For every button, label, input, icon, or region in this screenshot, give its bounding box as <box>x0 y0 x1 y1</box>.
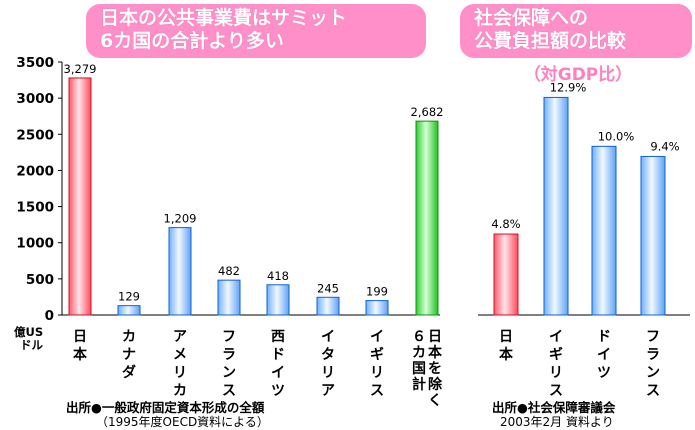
left-category-label-char: イ <box>321 329 335 345</box>
left-y-tick-label: 3000 <box>16 91 54 107</box>
left-bar-value-label: 3,279 <box>64 62 97 76</box>
left-category-label-char: イ <box>370 329 384 345</box>
left-bar-value-label: 1,209 <box>164 212 197 226</box>
right-chart-subtitle: （対GDP比） <box>523 65 633 85</box>
left-category-label-char: ナ <box>122 347 136 363</box>
left-category-label-char: ツ <box>271 383 285 399</box>
right-chart-title-banner: 社会保障への 公費負担額の比較 <box>460 4 692 58</box>
left-bar <box>168 227 192 316</box>
left-category-label-char: ア <box>321 383 335 399</box>
left-bar <box>68 77 92 316</box>
right-source-sub: 2003年2月 資料より <box>500 415 614 429</box>
left-category-label-char: 日 <box>73 329 87 345</box>
left-category-label-char: ス <box>222 383 236 399</box>
left-bar <box>217 279 241 316</box>
right-bar-value-label: 12.9% <box>550 80 587 94</box>
right-source-label: 出所●社会保障審議会 <box>492 400 616 415</box>
left-category-label-char: を <box>428 361 442 377</box>
left-category-label-char: 本 <box>428 344 443 361</box>
right-bar-value-label: 9.4% <box>650 139 679 153</box>
left-y-tick-label: 1500 <box>16 200 54 216</box>
left-category-label-char: 日 <box>428 329 442 345</box>
left-category-label-char: カ <box>122 329 136 345</box>
left-category-label-char: ラ <box>222 347 236 363</box>
right-category-label-char: ン <box>646 365 660 381</box>
left-source-note: 出所●一般政府固定資本形成の全額 （1995年度OECD資料による） <box>66 400 269 430</box>
left-bar-value-label: 418 <box>267 269 289 283</box>
left-category-label-char: リ <box>321 365 335 381</box>
right-category-label-char: ス <box>549 383 563 399</box>
left-y-tick-label: 2500 <box>16 127 54 143</box>
right-category-label-char: イ <box>549 329 563 345</box>
left-source-label: 出所●一般政府固定資本形成の全額 <box>66 400 265 415</box>
left-y-tick-label: 3500 <box>16 55 54 71</box>
right-category-label-char: 本 <box>499 346 514 363</box>
right-category-label-char: ラ <box>646 347 660 363</box>
right-bar <box>493 233 519 316</box>
left-bar-value-label: 245 <box>317 281 339 295</box>
right-category-label-char: 日 <box>499 329 513 345</box>
right-category-label-char: イ <box>597 347 611 363</box>
right-category-label-char: フ <box>646 329 660 345</box>
left-bar-value-label: 482 <box>218 264 240 278</box>
right-category-label-char: ド <box>597 329 611 345</box>
left-title-line1: 日本の公共事業費はサミット <box>100 7 348 29</box>
right-source-note: 出所●社会保障審議会 2003年2月 資料より <box>492 400 615 430</box>
right-category-label-char: ギ <box>549 346 563 363</box>
left-category-label-char: ド <box>271 347 285 363</box>
left-title-line2: 6カ国の合計より多い <box>100 30 284 52</box>
left-category-label-char: ギ <box>370 346 384 363</box>
left-bar <box>415 120 439 316</box>
right-bar <box>543 96 569 316</box>
left-category-label-char: 西 <box>271 329 285 345</box>
left-category-label-char: 本 <box>73 346 88 363</box>
right-category-label-char: リ <box>549 365 563 381</box>
left-y-tick-label: 1000 <box>16 236 54 252</box>
left-category-label-char: リ <box>370 365 384 381</box>
left-y-unit-label: 億US <box>14 325 43 339</box>
left-category-label-char: ン <box>222 365 236 381</box>
right-bar <box>640 155 666 316</box>
left-category-label-char: ス <box>370 383 384 399</box>
right-bar-value-label: 10.0% <box>598 129 635 143</box>
left-category-label-char: イ <box>271 365 285 381</box>
left-bar <box>266 284 290 316</box>
left-source-sub: （1995年度OECD資料による） <box>96 415 269 429</box>
left-y-tick-label: 0 <box>45 308 54 324</box>
left-y-tick-label: 2000 <box>16 163 54 179</box>
left-chart-title-banner: 日本の公共事業費はサミット 6カ国の合計より多い <box>86 4 426 58</box>
left-bar-value-label: 129 <box>118 290 140 304</box>
left-category-label-char: 除 <box>428 376 443 393</box>
right-bar <box>591 145 617 316</box>
left-category-label-char: カ <box>412 345 426 361</box>
left-category-label-char: メ <box>173 347 187 363</box>
left-bar-value-label: 2,682 <box>411 105 444 119</box>
left-category-label-char: リ <box>173 365 187 381</box>
left-bar-value-label: 199 <box>366 285 388 299</box>
right-title-line2: 公費負担額の比較 <box>474 30 627 52</box>
left-category-label-char: 計 <box>412 376 426 393</box>
left-category-label-char: 国 <box>412 361 426 377</box>
left-category-label-char: ６ <box>412 329 426 345</box>
right-title-line1: 社会保障への <box>474 7 589 29</box>
left-category-label-char: カ <box>173 383 187 399</box>
right-bar-value-label: 4.8% <box>491 217 520 231</box>
left-category-label-char: ダ <box>122 364 136 381</box>
left-y-tick-label: 500 <box>26 272 54 288</box>
left-category-label-char: フ <box>222 329 236 345</box>
left-category-label-char: ア <box>173 329 187 345</box>
left-bar <box>365 300 389 316</box>
left-y-unit-label: ドル <box>20 338 43 352</box>
right-category-label-char: ス <box>646 383 660 399</box>
left-category-label-char: タ <box>321 347 335 363</box>
left-bar-chart: 0500100015002000250030003500億USドル3,279日本… <box>14 55 443 409</box>
left-bar <box>117 305 141 316</box>
left-category-label-char: く <box>428 393 442 409</box>
left-bar <box>316 296 340 316</box>
right-category-label-char: ツ <box>597 365 611 381</box>
